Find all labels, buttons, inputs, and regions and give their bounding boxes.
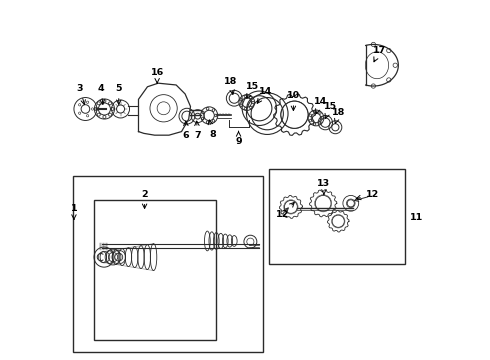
- Text: 3: 3: [77, 84, 85, 104]
- Text: 15: 15: [324, 102, 337, 118]
- Text: 14: 14: [257, 86, 272, 103]
- Text: 7: 7: [194, 121, 200, 140]
- Text: 18: 18: [332, 108, 345, 123]
- Bar: [95, 200, 216, 339]
- Text: 10: 10: [287, 91, 300, 111]
- Text: 5: 5: [116, 84, 122, 104]
- Text: 6: 6: [182, 121, 189, 140]
- Text: 12: 12: [276, 202, 294, 219]
- Text: 18: 18: [224, 77, 237, 94]
- Text: 15: 15: [246, 82, 259, 98]
- Bar: [73, 176, 263, 352]
- Text: 14: 14: [314, 97, 327, 114]
- Text: 16: 16: [150, 68, 164, 83]
- Text: 1: 1: [71, 204, 77, 219]
- Bar: [269, 169, 405, 264]
- Text: 11: 11: [410, 213, 423, 222]
- Text: 12: 12: [356, 190, 379, 200]
- Text: 13: 13: [318, 179, 330, 194]
- Text: 9: 9: [235, 131, 242, 146]
- Text: 2: 2: [141, 190, 148, 208]
- Text: 8: 8: [208, 120, 216, 139]
- Text: 17: 17: [373, 46, 386, 62]
- Text: 4: 4: [98, 84, 104, 104]
